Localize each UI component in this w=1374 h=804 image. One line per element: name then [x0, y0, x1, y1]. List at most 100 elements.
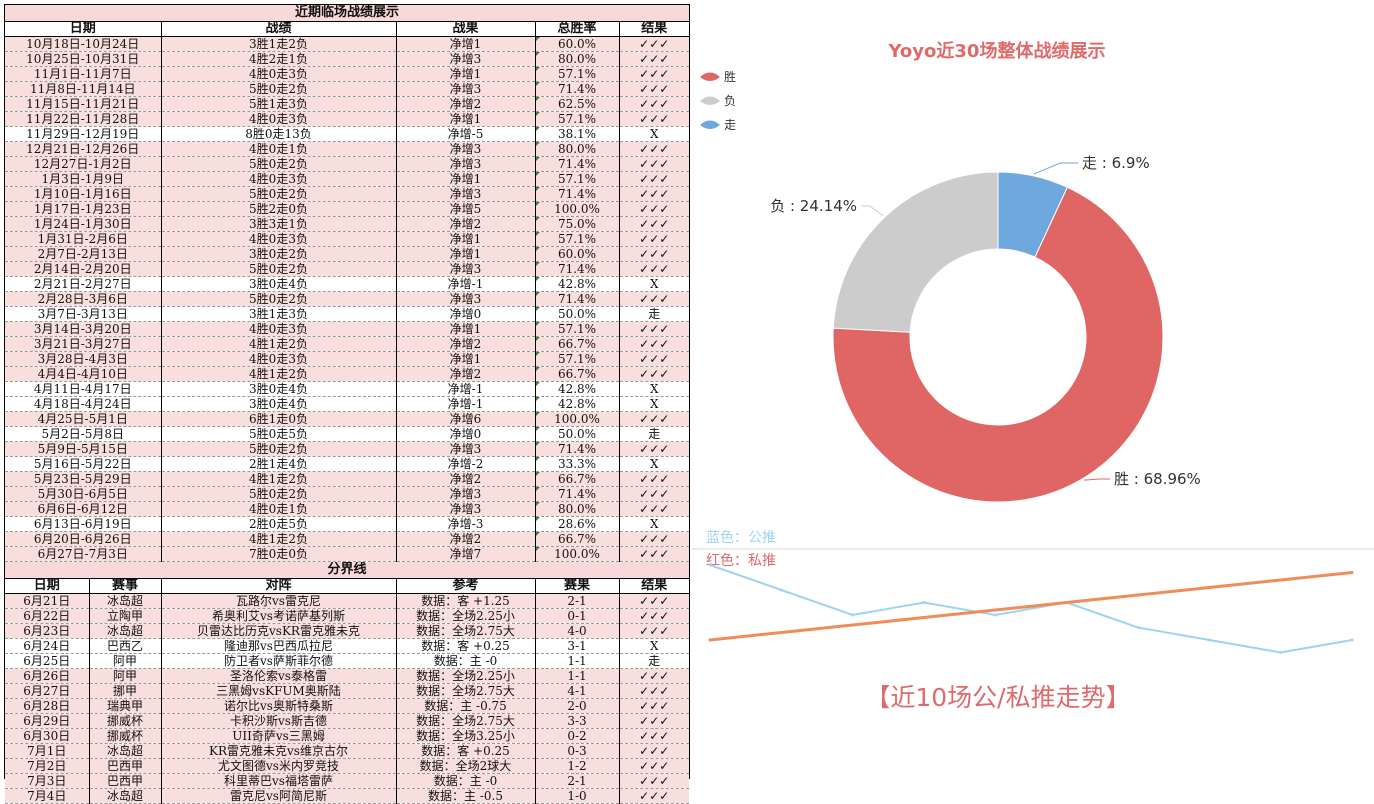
- outcome-cell: 净增3: [396, 486, 536, 502]
- result-cell: ✓✓✓: [619, 156, 690, 172]
- win-rate-cell: 50.0%: [535, 426, 620, 442]
- fixture-cell: 贝雷达比历克vsKR雷克雅未克: [161, 623, 397, 639]
- outcome-cell: 净增2: [396, 471, 536, 487]
- header-fixture: 对阵: [161, 578, 397, 594]
- result-cell: ✓✓✓: [619, 501, 690, 517]
- win-rate-cell: 57.1%: [535, 111, 620, 127]
- legend-swatch-2[interactable]: [700, 120, 720, 130]
- record-cell: 5胜0走5负: [161, 426, 397, 442]
- result-cell: ✓✓✓: [619, 683, 690, 699]
- header-date: 日期: [5, 578, 90, 594]
- outcome-cell: 净增1: [396, 171, 536, 187]
- result-cell: ✓✓✓: [619, 668, 690, 684]
- record-cell: 5胜0走2负: [161, 291, 397, 307]
- outcome-cell: 净增3: [396, 441, 536, 457]
- fixture-cell: 三黑姆vsKFUM奥斯陆: [161, 683, 397, 699]
- win-rate-cell: 42.8%: [535, 276, 620, 292]
- weekly-row: 11月8日-11月14日 5胜0走2负 净增3 71.4% ✓✓✓: [5, 81, 690, 97]
- record-cell: 5胜0走2负: [161, 156, 397, 172]
- match-row: 6月30日 挪威杯 UII奇萨vs三黑姆 数据：全场3.25小 0-2 ✓✓✓: [5, 728, 690, 744]
- legend-public: 蓝色：公推: [706, 529, 776, 546]
- weekly-row: 12月21日-12月26日 4胜0走1负 净增3 80.0% ✓✓✓: [5, 141, 690, 157]
- record-cell: 3胜1走3负: [161, 306, 397, 322]
- win-rate-cell: 60.0%: [535, 36, 620, 52]
- result-cell: ✓✓✓: [619, 593, 690, 609]
- date-cell: 3月7日-3月13日: [5, 306, 162, 322]
- outcome-cell: 净增5: [396, 201, 536, 217]
- result-cell: X: [619, 396, 690, 412]
- weekly-row: 11月29日-12月19日 8胜0走13负 净增-5 38.1% X: [5, 126, 690, 142]
- result-cell: 走: [619, 426, 690, 442]
- fixture-cell: 隆迪那vs巴西瓜拉尼: [161, 638, 397, 654]
- result-cell: ✓✓✓: [619, 608, 690, 624]
- weekly-row: 6月20日-6月26日 4胜1走2负 净增2 66.7% ✓✓✓: [5, 531, 690, 547]
- line-point-1-2: [851, 623, 855, 627]
- score-cell: 0-2: [535, 728, 620, 744]
- date-cell: 6月30日: [5, 728, 90, 744]
- match-row: 6月28日 瑞典甲 诺尔比vs奥斯特桑斯 数据：主 -0.75 2-0 ✓✓✓: [5, 698, 690, 714]
- line-point-1-9: [1350, 571, 1354, 574]
- date-cell: 3月28日-4月3日: [5, 351, 162, 367]
- line-chart-panel: 蓝色：公推 红色：私推 【近10场公/私推走势】: [692, 520, 1374, 785]
- result-cell: ✓✓✓: [619, 216, 690, 232]
- outcome-cell: 净增-2: [396, 456, 536, 472]
- league-cell: 巴西甲: [89, 758, 162, 774]
- pie-label-1: 负 : 24.14%: [770, 197, 857, 215]
- record-cell: 4胜1走2负: [161, 336, 397, 352]
- line-point-1-3: [922, 616, 926, 619]
- legend-label-1[interactable]: 负: [724, 94, 736, 108]
- record-cell: 3胜1走2负: [161, 36, 397, 52]
- date-cell: 6月26日: [5, 668, 90, 684]
- win-rate-cell: 60.0%: [535, 246, 620, 262]
- weekly-row: 6月13日-6月19日 2胜0走5负 净增-3 28.6% X: [5, 516, 690, 532]
- score-cell: 1-0: [535, 788, 620, 804]
- date-cell: 6月22日: [5, 608, 90, 624]
- outcome-cell: 净增3: [396, 81, 536, 97]
- result-cell: ✓✓✓: [619, 698, 690, 714]
- date-cell: 6月27日: [5, 683, 90, 699]
- date-cell: 1月17日-1月23日: [5, 201, 162, 217]
- match-row: 6月22日 立陶甲 希奥利艾vs考诺萨基列斯 数据：全场2.25小 0-1 ✓✓✓: [5, 608, 690, 624]
- result-cell: ✓✓✓: [619, 441, 690, 457]
- weekly-row: 4月4日-4月10日 4胜1走2负 净增2 66.7% ✓✓✓: [5, 366, 690, 382]
- score-cell: 1-2: [535, 758, 620, 774]
- result-cell: ✓✓✓: [619, 111, 690, 127]
- record-cell: 4胜1走2负: [161, 366, 397, 382]
- date-cell: 11月15日-11月21日: [5, 96, 162, 112]
- record-cell: 4胜0走3负: [161, 321, 397, 337]
- weekly-row: 3月28日-4月3日 4胜0走3负 净增1 57.1% ✓✓✓: [5, 351, 690, 367]
- league-cell: 挪威杯: [89, 713, 162, 729]
- league-cell: 阿甲: [89, 668, 162, 684]
- legend-swatch-1[interactable]: [700, 96, 720, 106]
- win-rate-cell: 75.0%: [535, 216, 620, 232]
- date-cell: 11月29日-12月19日: [5, 126, 162, 142]
- match-row: 6月24日 巴西乙 隆迪那vs巴西瓜拉尼 数据：客 +0.25 3-1 X: [5, 638, 690, 654]
- pie-label-0: 胜 : 68.96%: [1114, 470, 1201, 488]
- record-cell: 4胜0走1负: [161, 141, 397, 157]
- legend-label-2[interactable]: 走: [724, 118, 736, 132]
- weekly-row: 1月24日-1月30日 3胜3走1负 净增2 75.0% ✓✓✓: [5, 216, 690, 232]
- result-cell: ✓✓✓: [619, 336, 690, 352]
- date-cell: 4月25日-5月1日: [5, 411, 162, 427]
- date-cell: 11月8日-11月14日: [5, 81, 162, 97]
- win-rate-cell: 71.4%: [535, 261, 620, 277]
- record-cell: 2胜1走4负: [161, 456, 397, 472]
- reference-cell: 数据：全场2.25小: [396, 668, 536, 684]
- legend-label-0[interactable]: 胜: [724, 69, 736, 84]
- win-rate-cell: 66.7%: [535, 336, 620, 352]
- outcome-cell: 净增-1: [396, 381, 536, 397]
- result-cell: ✓✓✓: [619, 321, 690, 337]
- match-row: 6月29日 挪威杯 卡积沙斯vs斯吉德 数据：全场2.75大 3-3 ✓✓✓: [5, 713, 690, 729]
- line-point-0-1: [779, 588, 783, 592]
- score-cell: 0-1: [535, 608, 620, 624]
- result-cell: ✓✓✓: [619, 788, 690, 804]
- line-point-1-1: [779, 631, 783, 634]
- legend-swatch-0[interactable]: [700, 72, 720, 82]
- pie-label-2: 走 : 6.9%: [1082, 154, 1150, 172]
- fixture-cell: 诺尔比vs奥斯特桑斯: [161, 698, 397, 714]
- reference-cell: 数据：主 -0.5: [396, 788, 536, 804]
- fixture-cell: 尤文图德vs米内罗竞技: [161, 758, 397, 774]
- score-cell: 2-0: [535, 698, 620, 714]
- weekly-row: 6月6日-6月12日 4胜0走1负 净增3 80.0% ✓✓✓: [5, 501, 690, 517]
- record-cell: 5胜0走2负: [161, 486, 397, 502]
